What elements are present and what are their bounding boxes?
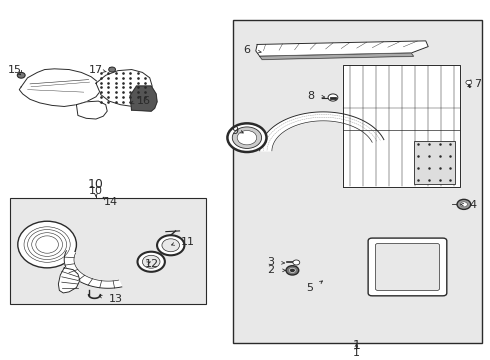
Polygon shape <box>19 69 101 107</box>
Text: 10: 10 <box>88 179 104 192</box>
Circle shape <box>286 266 299 275</box>
Polygon shape <box>130 86 157 111</box>
Bar <box>10 198 206 304</box>
Circle shape <box>237 131 257 145</box>
Text: 4: 4 <box>470 200 477 210</box>
Circle shape <box>143 255 160 268</box>
Circle shape <box>457 199 471 210</box>
Circle shape <box>290 268 295 273</box>
Circle shape <box>466 80 472 85</box>
Polygon shape <box>64 251 122 288</box>
Circle shape <box>232 127 262 148</box>
FancyBboxPatch shape <box>368 238 447 296</box>
Text: 16: 16 <box>137 96 150 106</box>
Text: 1: 1 <box>352 339 360 352</box>
Circle shape <box>157 235 184 255</box>
Circle shape <box>461 202 467 207</box>
Text: 5: 5 <box>306 283 314 293</box>
Ellipse shape <box>18 221 76 268</box>
Text: 3: 3 <box>268 257 274 267</box>
Text: 8: 8 <box>307 91 315 101</box>
Text: 15: 15 <box>7 64 22 75</box>
Circle shape <box>138 252 165 272</box>
Bar <box>233 21 482 343</box>
Text: 11: 11 <box>180 237 195 247</box>
Circle shape <box>328 94 338 101</box>
Polygon shape <box>260 112 384 151</box>
Circle shape <box>17 72 25 78</box>
Circle shape <box>162 239 179 252</box>
Text: 10: 10 <box>89 186 103 197</box>
Text: 6: 6 <box>243 45 250 55</box>
Text: 1: 1 <box>353 348 360 358</box>
FancyBboxPatch shape <box>375 243 440 291</box>
Text: 12: 12 <box>145 259 159 269</box>
Polygon shape <box>58 268 80 293</box>
Polygon shape <box>256 41 428 56</box>
Polygon shape <box>343 65 460 187</box>
Bar <box>414 140 455 184</box>
Text: 2: 2 <box>267 265 274 275</box>
Polygon shape <box>76 101 107 119</box>
Text: 13: 13 <box>109 294 123 304</box>
Polygon shape <box>96 69 152 107</box>
Text: 17: 17 <box>89 64 103 75</box>
Circle shape <box>293 260 300 265</box>
Text: 14: 14 <box>103 197 118 207</box>
Text: 9: 9 <box>231 126 239 135</box>
Text: 7: 7 <box>474 79 481 89</box>
Circle shape <box>227 123 267 152</box>
Polygon shape <box>260 53 414 59</box>
Circle shape <box>109 67 116 72</box>
